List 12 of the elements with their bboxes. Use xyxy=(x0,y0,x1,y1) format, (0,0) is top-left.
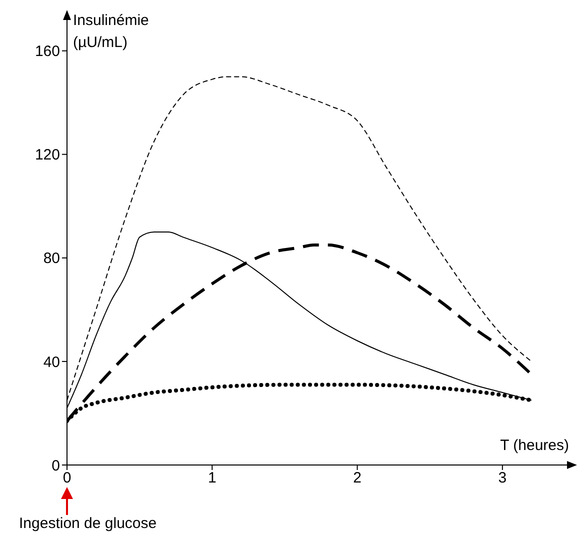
text: Ingestion de glucose xyxy=(19,515,157,532)
x-tick-label: 1 xyxy=(208,470,216,487)
y-tick-label: 80 xyxy=(43,250,60,268)
x-tick-label: 3 xyxy=(498,470,507,487)
y-tick-label: 160 xyxy=(34,43,60,60)
x-tick-label: 2 xyxy=(353,470,362,487)
y-tick-label: 0 xyxy=(52,457,60,474)
y-axis-title: Insulinémie (µU/mL) xyxy=(73,11,149,53)
x-axis-title: T (heures) xyxy=(500,437,569,454)
x-tick-label: 0 xyxy=(62,470,72,487)
y-tick-label: 40 xyxy=(43,354,60,371)
y-tick-label: 120 xyxy=(34,146,60,164)
